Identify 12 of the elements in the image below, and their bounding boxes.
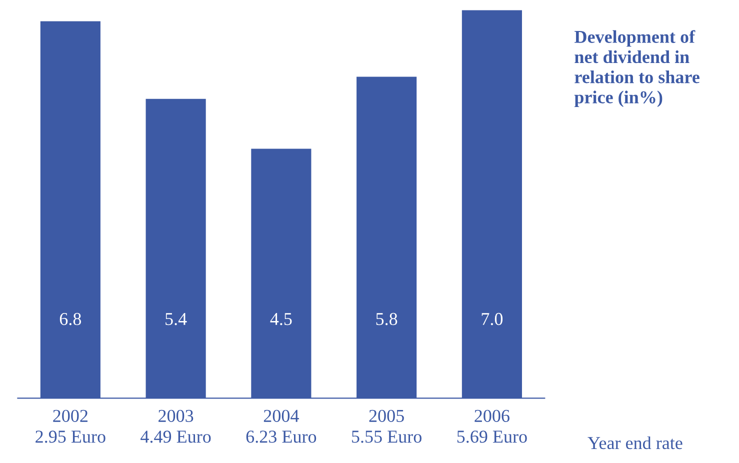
data-label: 5.4 bbox=[166, 313, 187, 326]
data-label: 7.0 bbox=[482, 312, 503, 326]
x-tick-label: 2002 2.95 Euro bbox=[36, 410, 106, 443]
x-tick-label: 2004 6.23 Euro bbox=[246, 410, 316, 443]
data-label: 5.8 bbox=[376, 312, 398, 326]
text: Development of net dividend in relation to share price (in%) bbox=[574, 30, 700, 108]
x-tick-label: 2003 4.49 Euro bbox=[140, 410, 211, 443]
text: Year end rate bbox=[588, 436, 682, 450]
data-label: 6.8 bbox=[60, 312, 82, 326]
x-tick-label: 2005 5.55 Euro bbox=[352, 410, 422, 443]
x-tick-label: 2006 5.69 Euro bbox=[457, 410, 527, 443]
data-label: 4.5 bbox=[270, 313, 292, 326]
